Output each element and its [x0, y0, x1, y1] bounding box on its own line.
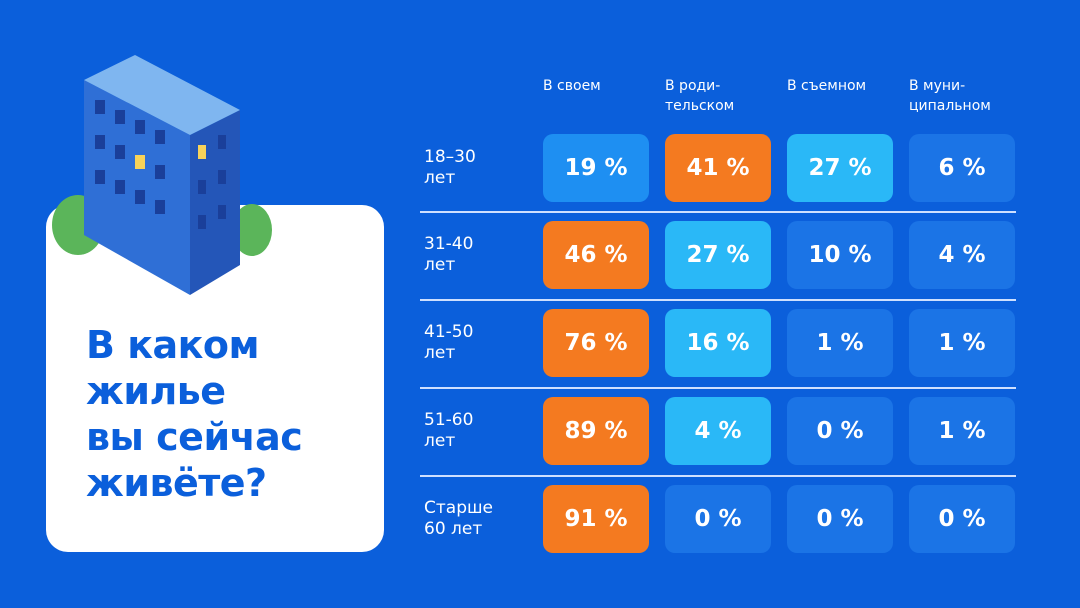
row-separator [420, 299, 1016, 301]
building-illustration [52, 55, 272, 295]
cell: 46 % [543, 221, 649, 289]
cell: 4 % [909, 221, 1015, 289]
cell: 4 % [665, 397, 771, 465]
column-header: В муни- ципальном [909, 78, 991, 114]
title: В каком жилье вы сейчас живёте? [86, 323, 303, 505]
cell: 19 % [543, 134, 649, 202]
cell: 27 % [665, 221, 771, 289]
cell: 1 % [909, 397, 1015, 465]
column-header: В своем [543, 78, 601, 94]
row-separator [420, 475, 1016, 477]
row-label: Старше 60 лет [424, 498, 493, 539]
column-header: В роди- тельском [665, 78, 735, 114]
cell: 1 % [909, 309, 1015, 377]
cell: 1 % [787, 309, 893, 377]
row-label: 41-50 лет [424, 322, 474, 363]
cell: 0 % [665, 485, 771, 553]
cell: 10 % [787, 221, 893, 289]
row-label: 18–30 лет [424, 147, 476, 188]
column-header: В съемном [787, 78, 867, 94]
row-separator [420, 211, 1016, 213]
cell: 41 % [665, 134, 771, 202]
row-label: 31-40 лет [424, 234, 474, 275]
cell: 0 % [787, 397, 893, 465]
row-separator [420, 387, 1016, 389]
cell: 16 % [665, 309, 771, 377]
cell: 27 % [787, 134, 893, 202]
cell: 89 % [543, 397, 649, 465]
row-label: 51-60 лет [424, 410, 474, 451]
cell: 6 % [909, 134, 1015, 202]
cell: 0 % [787, 485, 893, 553]
cell: 91 % [543, 485, 649, 553]
cell: 76 % [543, 309, 649, 377]
cell: 0 % [909, 485, 1015, 553]
